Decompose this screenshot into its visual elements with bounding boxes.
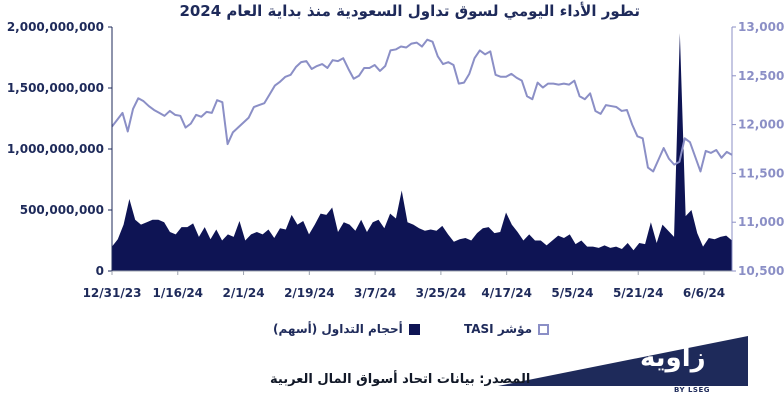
x-tick-label: 5/5/24 [551, 286, 593, 300]
y-left-tick-label: 2,000,000,000 [7, 20, 104, 34]
volume-area-layer [112, 33, 732, 271]
tasi-line [111, 38, 733, 173]
legend-label-volume: أحجام التداول (أسهم) [273, 322, 403, 336]
legend-label-tasi: مؤشر TASI [464, 322, 533, 336]
legend-swatch-volume [408, 323, 420, 335]
x-tick-label: 3/7/24 [354, 286, 396, 300]
y-right-tick-label: 12,000 [738, 118, 784, 132]
x-tick-label: 12/31/23 [83, 286, 142, 300]
tick-label-layer: 0 500,000,000 1,000,000,000 1,500,000,000 2,… [7, 20, 784, 300]
y-left-tick-label: 1,000,000,000 [7, 142, 104, 156]
x-tick-label: 2/19/24 [284, 286, 335, 300]
x-tick-label: 1/16/24 [153, 286, 204, 300]
x-tick-label: 5/21/24 [613, 286, 664, 300]
y-right-tick-label: 12,500 [738, 69, 784, 83]
logo-band [498, 336, 748, 386]
legend-item-volume: أحجام التداول (أسهم) [273, 322, 420, 336]
y-right-tick-label: 11,500 [738, 166, 784, 180]
axis-layer [108, 26, 736, 275]
volume-area [112, 33, 732, 271]
x-tick-label: 6/6/24 [683, 286, 725, 300]
tasi-line-layer [111, 38, 733, 173]
y-left-tick-label: 1,500,000,000 [7, 81, 104, 95]
logo-wordmark: زاوية [640, 343, 706, 373]
x-tick-label: 3/25/24 [416, 286, 467, 300]
x-tick-label: 4/17/24 [481, 286, 532, 300]
logo-byline: BY LSEG [674, 386, 710, 394]
y-right-tick-label: 13,000 [738, 20, 784, 34]
source-note: المصدر: بيانات اتحاد أسواق المال العربية [270, 372, 531, 387]
y-right-tick-label: 11,000 [738, 215, 784, 229]
y-right-tick-label: 10,500 [738, 264, 784, 278]
y-left-tick-label: 0 [96, 264, 104, 278]
legend-swatch-tasi [538, 323, 550, 335]
y-left-tick-label: 500,000,000 [20, 203, 104, 217]
legend-item-tasi: مؤشر TASI [464, 322, 550, 336]
chart-title: تطور الأداء اليومي لسوق تداول السعودية م… [179, 2, 640, 20]
x-tick-label: 2/1/24 [222, 286, 264, 300]
